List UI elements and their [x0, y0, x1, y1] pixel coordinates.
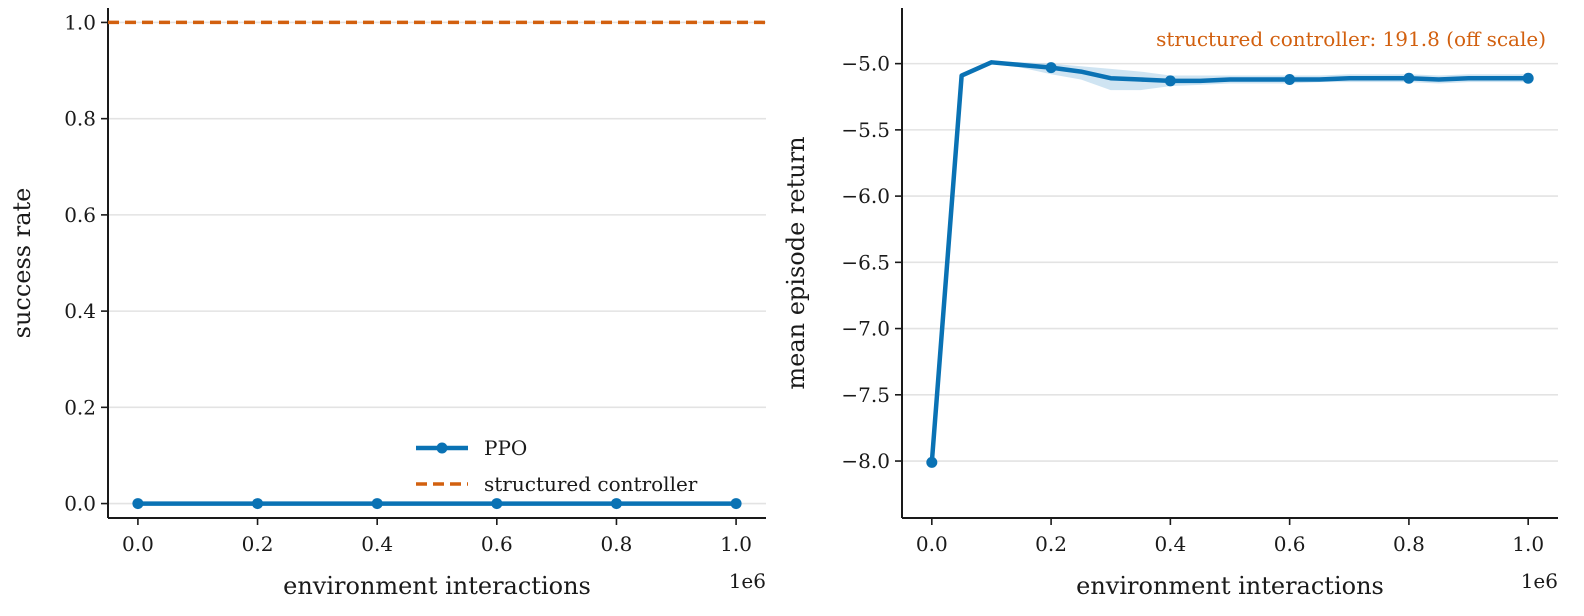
x-tick-label: 0.6 — [481, 532, 513, 556]
y-tick-label: −6.0 — [841, 184, 890, 208]
ppo-marker — [1522, 72, 1534, 84]
y-tick-label: −6.5 — [841, 250, 890, 274]
off-scale-annotation: structured controller: 191.8 (off scale) — [1156, 27, 1546, 51]
ppo-marker — [252, 498, 264, 510]
x-tick-label: 0.2 — [1035, 532, 1067, 556]
legend-structured-label: structured controller — [484, 472, 698, 496]
y-tick-label: −5.0 — [841, 52, 890, 76]
x-tick-label: 0.4 — [1154, 532, 1186, 556]
chart-panel-1: 0.0 0.2 0.4 0.6 0.8 1.0 0.0 0.2 0.4 0.6 0.8 1.0 envi… — [8, 8, 766, 600]
ppo-line — [929, 60, 1529, 463]
ppo-marker — [1164, 75, 1176, 87]
ppo-marker — [730, 498, 742, 510]
x-tick-label: 0.0 — [916, 532, 948, 556]
y-axis-label: success rate — [8, 188, 36, 339]
y-tick-label: 0.2 — [64, 395, 96, 419]
y-tick-label: 0.6 — [64, 203, 96, 227]
ppo-marker — [491, 498, 503, 510]
x-tick-label: 0.6 — [1274, 532, 1306, 556]
y-tick-label: −8.0 — [841, 449, 890, 473]
y-tick-label: −5.5 — [841, 118, 890, 142]
x-tick-label: 0.4 — [361, 532, 393, 556]
ppo-marker — [926, 456, 938, 468]
legend: PPO structured controller — [416, 436, 698, 496]
ppo-marker — [610, 498, 622, 510]
ppo-marker — [1045, 62, 1057, 74]
ppo-marker — [1403, 72, 1415, 84]
legend-ppo-label: PPO — [484, 436, 527, 460]
x-axis-label: environment interactions — [1076, 572, 1384, 600]
x-tick-label: 0.0 — [122, 532, 154, 556]
x-tick-label: 0.8 — [601, 532, 633, 556]
y-tick-label: 0.0 — [64, 492, 96, 516]
y-tick-label: 0.4 — [64, 299, 96, 323]
legend-ppo-marker — [436, 442, 448, 454]
ppo-marker — [1284, 74, 1296, 86]
y-tick-label: −7.5 — [841, 383, 890, 407]
ppo-marker — [371, 498, 383, 510]
y-tick-label: −7.0 — [841, 317, 890, 341]
chart-panel-2: −5.0 −5.5 −6.0 −6.5 −7.0 −7.5 −8.0 0.0 0.2 0.4 0.6… — [782, 8, 1558, 600]
ppo-marker — [132, 498, 144, 510]
x-tick-label: 0.8 — [1393, 532, 1425, 556]
y-axis-label: mean episode return — [782, 136, 810, 389]
x-tick-label: 1.0 — [720, 532, 752, 556]
x-axis-label: environment interactions — [283, 572, 591, 600]
y-tick-label: 1.0 — [64, 10, 96, 34]
x-offset-label: 1e6 — [729, 569, 766, 593]
x-offset-label: 1e6 — [1521, 569, 1558, 593]
x-tick-label: 0.2 — [242, 532, 274, 556]
y-tick-label: 0.8 — [64, 107, 96, 131]
x-tick-label: 1.0 — [1512, 532, 1544, 556]
